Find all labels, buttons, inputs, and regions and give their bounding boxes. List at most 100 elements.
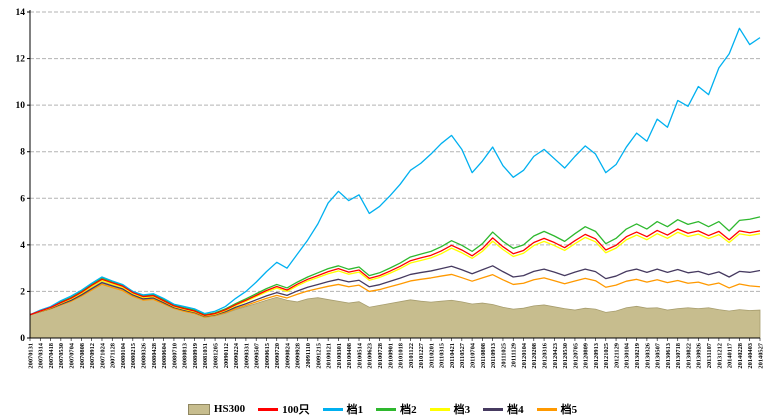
series-line-档3	[29, 231, 761, 317]
x-tick-label: 20130219	[634, 343, 641, 369]
x-tick-label: 20081031	[202, 343, 209, 369]
x-tick-label: 20110201	[428, 343, 435, 368]
x-tick-label: 20110704	[470, 342, 477, 368]
area-series-hs300	[29, 278, 761, 339]
x-tick-label: 20110913	[490, 343, 497, 368]
x-tick-label: 20081205	[212, 343, 219, 369]
x-tick-label: 20080813	[182, 343, 189, 369]
x-tick-label: 20120104	[521, 342, 528, 368]
x-tick-label: 20090824	[284, 342, 291, 368]
legend-line-swatch-档3	[429, 407, 450, 411]
x-tick-label: 20130822	[685, 343, 692, 369]
x-tick-label: 20080428	[151, 343, 158, 369]
x-tick-label: 20070314	[38, 342, 45, 368]
x-tick-label: 20080215	[130, 343, 137, 369]
legend-label: 档3	[453, 404, 471, 416]
x-tick-label: 20120423	[552, 343, 559, 369]
x-tick-label: 20070808	[79, 343, 86, 369]
x-tick-label: 20110421	[449, 343, 456, 368]
chart-legend: HS300 100只 档1 档2 档3 档4 档5	[0, 401, 765, 417]
x-tick-label: 20070704	[69, 342, 76, 368]
legend-item-档2: 档2	[376, 401, 417, 417]
x-tick-label: 20120705	[572, 343, 579, 369]
x-tick-label: 20120913	[593, 343, 600, 369]
x-tick-label: 20080104	[120, 342, 127, 368]
x-tick-label: 20130718	[675, 343, 682, 369]
x-tick-label: 20130613	[665, 343, 672, 369]
x-tick-label: 20100408	[346, 343, 353, 369]
x-tick-label: 20090720	[274, 343, 281, 369]
series-line-100只	[29, 228, 761, 317]
y-tick-label: 4	[20, 241, 25, 251]
x-tick-label: 20120208	[531, 343, 538, 369]
x-tick-label: 20101227	[418, 342, 425, 368]
x-tick-label: 20140527	[757, 342, 764, 368]
series-line-档5	[29, 273, 761, 318]
legend-label: 档2	[400, 404, 417, 416]
x-tick-label: 20090224	[233, 342, 240, 368]
x-tick-label: 20100728	[377, 343, 384, 369]
x-tick-label: 20130104	[624, 342, 631, 368]
legend-line-swatch-档1	[322, 407, 343, 411]
x-tick-label: 20070530	[58, 343, 65, 369]
legend-item-档5: 档5	[536, 401, 578, 417]
x-tick-label: 20100901	[387, 343, 394, 369]
gridlines	[30, 11, 760, 292]
x-tick-label: 20071128	[110, 343, 117, 368]
x-tick-label: 20131212	[716, 343, 723, 369]
x-tick-label: 20091110	[305, 343, 312, 368]
y-tick-label: 2	[20, 287, 25, 297]
x-tick-label: 20120809	[583, 343, 590, 369]
x-tick-label: 20080604	[161, 342, 168, 368]
x-tick-label: 20070912	[89, 343, 96, 369]
series-line-档4	[29, 265, 761, 317]
x-tick-label: 20080326	[140, 342, 147, 368]
legend-item-档1: 档1	[322, 401, 364, 417]
series-lines	[29, 27, 761, 318]
x-tick-label: 20140403	[747, 343, 754, 369]
x-tick-label: 20090507	[254, 342, 261, 368]
y-axis-labels: 0 2 4 6 8 10 12 14	[16, 8, 30, 344]
legend-label: 100只	[282, 404, 310, 416]
x-tick-label: 20130326	[644, 342, 651, 368]
legend-item-档4: 档4	[483, 401, 524, 417]
x-tick-label: 20140117	[727, 342, 734, 368]
legend-label: 档4	[507, 404, 524, 416]
x-tick-label: 20111129	[511, 343, 518, 368]
x-tick-label: 20101122	[408, 343, 415, 368]
x-tick-label: 20100121	[326, 343, 333, 369]
x-tick-label: 20090615	[264, 343, 271, 369]
legend-item-HS300: HS300	[187, 403, 246, 415]
x-tick-label: 20071024	[99, 342, 106, 368]
legend-line-swatch-档4	[483, 407, 504, 411]
legend-item-档3: 档3	[429, 401, 471, 417]
legend-line-swatch-档2	[376, 407, 397, 411]
y-tick-label: 14	[16, 8, 26, 18]
legend-label: 档1	[346, 404, 364, 416]
x-tick-label: 20091215	[315, 343, 322, 369]
x-tick-label: 20090928	[295, 343, 302, 369]
x-tick-label: 20121129	[613, 343, 620, 368]
x-tick-label: 20121025	[603, 343, 610, 369]
legend-line-swatch-档5	[536, 407, 557, 411]
y-tick-label: 6	[20, 194, 25, 204]
x-tick-label: 20140228	[737, 343, 744, 369]
legend-area-swatch-HS300	[187, 403, 210, 415]
x-tick-label: 20111025	[500, 343, 507, 368]
y-tick-label: 0	[20, 334, 25, 344]
legend-item-100只: 100只	[258, 401, 310, 417]
y-tick-label: 10	[16, 101, 26, 111]
x-tick-label: 20090331	[243, 343, 250, 369]
x-tick-label: 20101018	[398, 343, 405, 369]
legend-label: 档5	[560, 404, 578, 416]
x-tick-label: 20100514	[356, 342, 363, 368]
x-tick-label: 20100623	[367, 343, 374, 369]
x-tick-label: 20100301	[336, 343, 343, 369]
series-line-档1	[29, 27, 761, 316]
x-tick-label: 20130926	[696, 342, 703, 368]
legend-label: HS300	[213, 403, 246, 415]
x-tick-label: 20110527	[459, 342, 466, 368]
x-tick-label: 20120316	[541, 342, 548, 368]
